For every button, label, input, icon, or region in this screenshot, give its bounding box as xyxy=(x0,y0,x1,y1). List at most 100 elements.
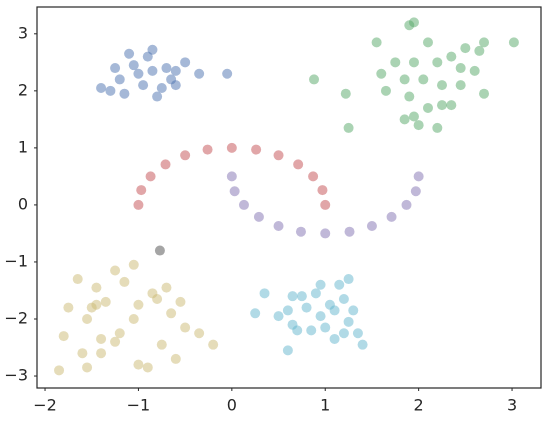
point xyxy=(436,80,447,91)
point xyxy=(114,328,125,339)
point xyxy=(399,74,410,85)
point xyxy=(401,199,412,210)
point xyxy=(390,57,401,68)
y-tick-label: 3 xyxy=(18,23,28,42)
point xyxy=(253,211,264,222)
point xyxy=(110,63,121,74)
point xyxy=(128,60,139,71)
point xyxy=(133,299,144,310)
x-tick-label: 3 xyxy=(507,396,517,415)
point xyxy=(422,37,433,48)
y-tick-label: 2 xyxy=(18,80,28,99)
point xyxy=(306,325,317,336)
point xyxy=(386,211,397,222)
point xyxy=(380,85,391,96)
plot-frame xyxy=(36,6,542,389)
point xyxy=(340,88,351,99)
point xyxy=(399,114,410,125)
point xyxy=(105,85,116,96)
point xyxy=(175,296,186,307)
point xyxy=(282,305,293,316)
point xyxy=(309,74,320,85)
y-tick-label: −1 xyxy=(4,251,28,270)
y-tick-label: 0 xyxy=(18,194,28,213)
point xyxy=(152,91,163,102)
point xyxy=(371,37,382,48)
point xyxy=(63,302,74,313)
x-tick-label: 0 xyxy=(227,396,237,415)
point xyxy=(208,339,219,350)
point xyxy=(152,294,163,305)
point xyxy=(446,100,457,111)
point xyxy=(317,185,328,196)
point xyxy=(136,185,147,196)
point xyxy=(229,186,240,197)
point xyxy=(226,171,237,182)
point xyxy=(145,171,156,182)
point xyxy=(287,291,298,302)
point xyxy=(479,88,490,99)
point xyxy=(222,68,233,79)
point xyxy=(292,325,303,336)
point xyxy=(418,74,429,85)
point xyxy=(479,37,490,48)
point xyxy=(376,68,387,79)
point xyxy=(133,359,144,370)
point xyxy=(82,362,93,373)
point xyxy=(432,57,443,68)
point xyxy=(352,328,363,339)
point xyxy=(226,142,237,153)
point xyxy=(455,80,466,91)
x-tick-label: 1 xyxy=(320,396,330,415)
point xyxy=(194,328,205,339)
point xyxy=(238,199,249,210)
point xyxy=(308,171,319,182)
point xyxy=(315,279,326,290)
point xyxy=(338,294,349,305)
point xyxy=(128,259,139,270)
point xyxy=(82,313,93,324)
point xyxy=(343,316,354,327)
point xyxy=(320,322,331,333)
point xyxy=(250,308,261,319)
point xyxy=(295,226,306,237)
point xyxy=(460,43,471,54)
point xyxy=(410,186,421,197)
point xyxy=(408,17,419,28)
point xyxy=(166,74,177,85)
point xyxy=(119,276,130,287)
point xyxy=(338,328,349,339)
point xyxy=(508,37,519,48)
point xyxy=(436,100,447,111)
point xyxy=(344,226,355,237)
point xyxy=(432,122,443,133)
point xyxy=(329,305,340,316)
point xyxy=(147,65,158,76)
point xyxy=(156,82,167,93)
point xyxy=(455,63,466,74)
point xyxy=(334,279,345,290)
point xyxy=(170,65,181,76)
point xyxy=(315,311,326,322)
point xyxy=(110,265,121,276)
point xyxy=(161,282,172,293)
point xyxy=(320,199,331,210)
point xyxy=(422,102,433,113)
point xyxy=(160,159,171,170)
point xyxy=(124,48,135,59)
point xyxy=(91,282,102,293)
x-tick-label: −2 xyxy=(33,396,57,415)
point xyxy=(77,348,88,359)
point xyxy=(110,336,121,347)
point xyxy=(138,80,149,91)
point xyxy=(446,51,457,62)
point xyxy=(180,150,191,161)
point xyxy=(96,348,107,359)
point xyxy=(296,291,307,302)
point xyxy=(128,313,139,324)
point xyxy=(413,120,424,131)
y-tick-label: −3 xyxy=(4,366,28,385)
point xyxy=(161,63,172,74)
point xyxy=(301,302,312,313)
